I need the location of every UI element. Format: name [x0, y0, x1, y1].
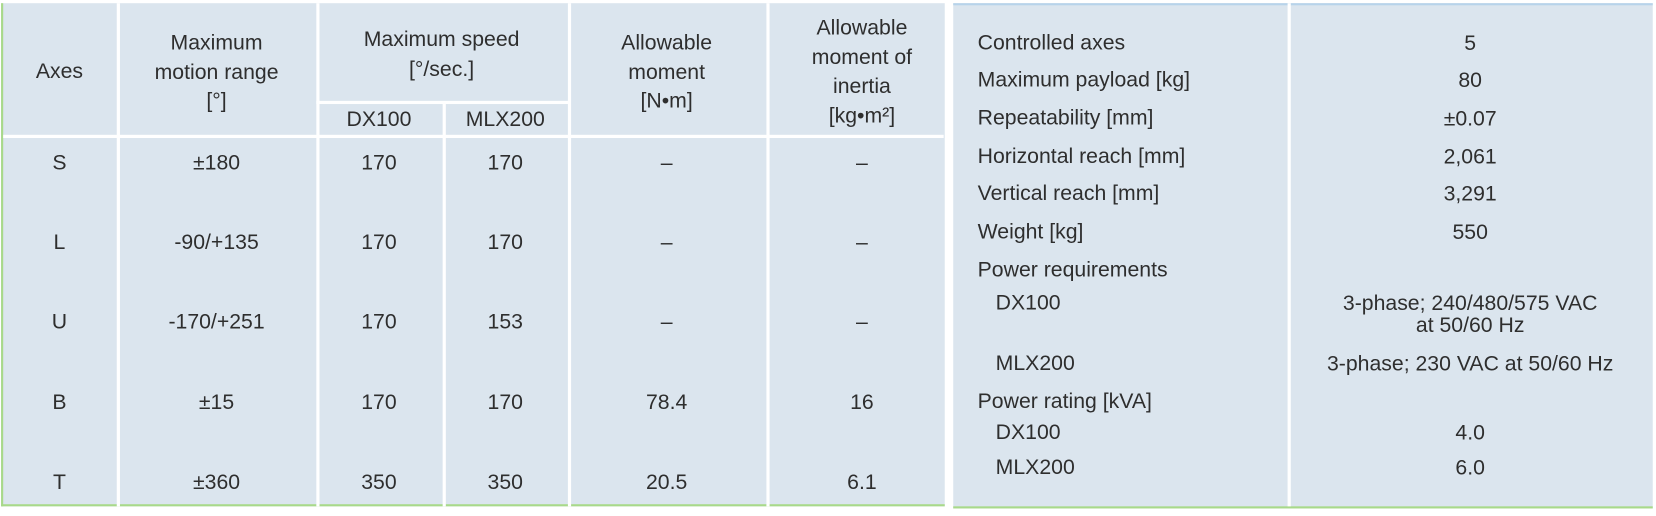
- cell: 350: [361, 470, 397, 495]
- header-text: moment: [628, 60, 705, 84]
- header-text: Axes: [35, 59, 84, 84]
- spec-label: Repeatability [mm]: [977, 106, 1154, 131]
- header-text: [N•m]: [640, 89, 693, 114]
- spec-value: 550: [1452, 220, 1488, 245]
- spec-value: 2,061: [1443, 145, 1497, 169]
- cell: 153: [487, 310, 523, 334]
- header-text: Allowable: [816, 16, 908, 40]
- cell: S: [52, 151, 67, 175]
- cell: 170: [361, 391, 397, 415]
- column-divider: [116, 3, 120, 507]
- spec-label: MLX200: [995, 351, 1075, 376]
- cell: –: [856, 151, 868, 175]
- cell: 6.1: [847, 470, 877, 495]
- spec-value: 3-phase; 230 VAC at 50/60 Hz: [1326, 352, 1614, 376]
- spec-value: 3-phase; 240/480/575 VAC: [1342, 291, 1598, 316]
- cell: -90/+135: [174, 230, 259, 255]
- spec-value: at 50/60 Hz: [1415, 314, 1525, 338]
- cell: –: [856, 230, 868, 255]
- spec-label: MLX200: [995, 455, 1075, 480]
- spec-label: Power rating [kVA]: [977, 390, 1152, 414]
- cell: 350: [487, 470, 523, 495]
- spec-value: 5: [1464, 31, 1477, 56]
- header-text: Maximum speed: [363, 28, 520, 52]
- cell: B: [52, 391, 67, 415]
- header-divider: [3, 134, 944, 138]
- spec-value: 3,291: [1443, 182, 1497, 206]
- header-text: Maximum: [170, 31, 263, 55]
- cell: 170: [487, 151, 523, 175]
- spec-label: DX100: [995, 291, 1061, 315]
- header-text: moment of: [811, 45, 913, 69]
- cell: –: [660, 151, 673, 175]
- spec-value: ±0.07: [1443, 107, 1497, 131]
- cell: ±360: [193, 470, 241, 495]
- cell: -170/+251: [168, 310, 265, 334]
- cell: 170: [361, 151, 397, 175]
- spec-value: 80: [1458, 68, 1482, 93]
- header-text: inertia: [833, 74, 891, 99]
- column-divider: [442, 101, 446, 507]
- column-divider: [567, 3, 572, 507]
- cell: 78.4: [645, 391, 688, 415]
- cell: T: [52, 470, 66, 495]
- cell: –: [660, 230, 673, 255]
- cell: –: [856, 310, 868, 334]
- spec-table: [953, 3, 1653, 509]
- cell: L: [53, 230, 66, 255]
- axes-table: [1, 3, 945, 507]
- header-text: Allowable: [621, 31, 713, 55]
- spec-label: Horizontal reach [mm]: [977, 144, 1186, 169]
- spec-label: Power requirements: [977, 258, 1168, 282]
- cell: –: [660, 310, 673, 334]
- header-text: MLX200: [465, 107, 545, 132]
- spec-label: Controlled axes: [977, 31, 1126, 55]
- cell: U: [51, 310, 68, 334]
- spec-value: 6.0: [1455, 456, 1485, 480]
- cell: 170: [487, 230, 523, 255]
- header-text: motion range: [154, 60, 279, 84]
- column-divider: [766, 3, 770, 507]
- spec-label: Weight [kg]: [977, 220, 1084, 244]
- cell: 170: [361, 230, 397, 255]
- column-divider: [1287, 3, 1291, 507]
- cell: 20.5: [645, 470, 688, 495]
- header-divider: [316, 100, 569, 105]
- spec-label: Vertical reach [mm]: [977, 182, 1160, 206]
- header-text: [°/sec.]: [409, 57, 475, 81]
- cell: ±15: [198, 391, 235, 415]
- header-text: DX100: [346, 107, 412, 132]
- cell: ±180: [193, 151, 241, 175]
- cell: 16: [850, 391, 874, 415]
- cell: 170: [361, 310, 397, 334]
- column-divider: [316, 3, 320, 507]
- header-text: [°]: [206, 89, 227, 114]
- header-text: [kg•m²]: [828, 104, 896, 128]
- cell: 170: [487, 391, 523, 415]
- spec-label: Maximum payload [kg]: [977, 68, 1191, 92]
- spec-value: 4.0: [1455, 421, 1485, 445]
- spec-label: DX100: [995, 420, 1061, 445]
